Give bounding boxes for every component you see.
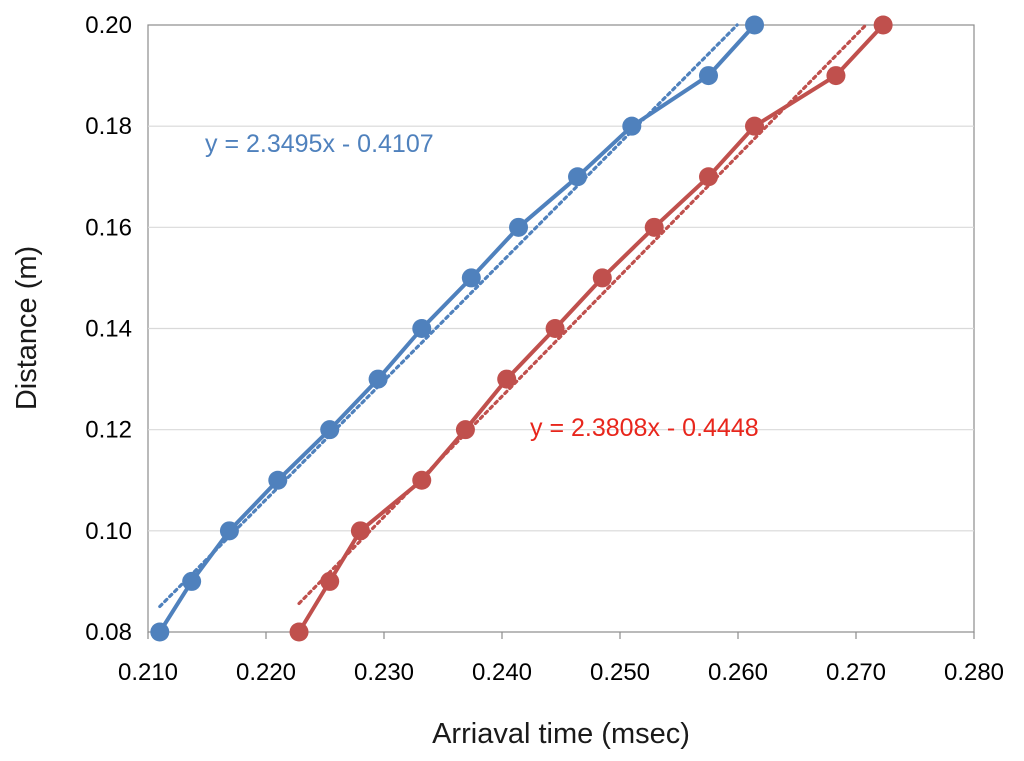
data-point (461, 268, 481, 288)
data-point (873, 15, 893, 35)
data-point (826, 66, 846, 86)
y-tick-label: 0.18 (85, 113, 132, 140)
x-tick-label: 0.220 (236, 659, 296, 686)
y-tick-label: 0.12 (85, 417, 132, 444)
data-point (289, 622, 309, 642)
trendline-equation-2: y = 2.3808x - 0.4448 (530, 414, 759, 442)
data-point (412, 470, 432, 490)
y-axis-tick-labels: 0.08 0.10 0.12 0.14 0.16 0.18 0.20 (85, 12, 132, 646)
gridlines (147, 125, 975, 639)
data-point (509, 217, 529, 237)
data-point (592, 268, 612, 288)
trendline-equations: y = 2.3495x - 0.4107 y = 2.3808x - 0.4448 (205, 130, 759, 442)
y-tick-label: 0.16 (85, 214, 132, 241)
data-point (368, 369, 388, 389)
trendline-series-2 (297, 23, 868, 606)
data-point (182, 571, 202, 591)
data-point (699, 167, 718, 187)
y-tick-label: 0.20 (85, 12, 132, 39)
y-axis-title: Distance (m) (11, 246, 43, 410)
data-point (745, 15, 765, 35)
data-point (150, 622, 170, 642)
data-series (150, 15, 893, 642)
y-tick-label: 0.14 (85, 316, 132, 343)
x-tick-label: 0.230 (354, 659, 414, 686)
data-point (268, 470, 288, 490)
x-tick-label: 0.260 (708, 659, 768, 686)
x-tick-label: 0.280 (944, 659, 1004, 686)
x-tick-label: 0.250 (590, 659, 650, 686)
series-1 (150, 15, 765, 642)
series-2 (289, 15, 893, 642)
data-point (568, 167, 588, 187)
data-point (622, 116, 642, 136)
data-point (350, 521, 370, 541)
trendline-equation-1: y = 2.3495x - 0.4107 (205, 130, 434, 158)
data-point (497, 369, 517, 389)
data-point (320, 571, 340, 591)
data-point (699, 66, 718, 86)
data-point (412, 319, 432, 338)
x-tick-label: 0.270 (826, 659, 886, 686)
x-tick-label: 0.240 (472, 659, 532, 686)
y-tick-label: 0.10 (85, 518, 132, 545)
data-point (745, 116, 765, 136)
data-point (320, 420, 340, 440)
data-point (455, 420, 475, 440)
data-point (644, 217, 664, 237)
x-axis-tick-labels: 0.210 0.220 0.230 0.240 0.250 0.260 0.270 0.280 (118, 659, 1004, 686)
y-tick-label: 0.08 (85, 619, 132, 646)
x-tick-label: 0.210 (118, 659, 178, 686)
x-axis-title: Arriaval time (msec) (432, 718, 690, 750)
data-point (545, 319, 565, 338)
data-point (219, 521, 239, 541)
